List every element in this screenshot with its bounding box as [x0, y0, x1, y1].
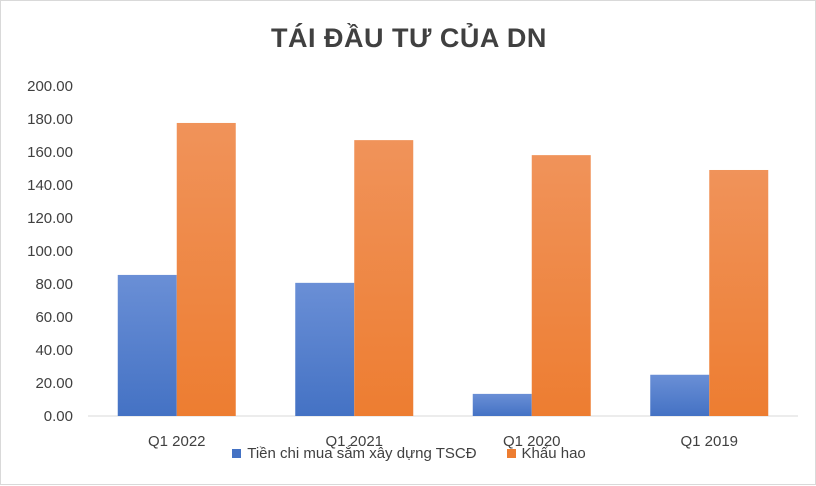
bar-depreciation — [709, 169, 769, 416]
legend: Tiền chi mua sắm xây dựng TSCĐ Khấu hao — [1, 445, 816, 462]
x-tick-label: Q1 2019 — [680, 433, 738, 450]
y-tick-label: 140.00 — [27, 177, 73, 194]
y-tick-label: 20.00 — [35, 375, 73, 392]
y-tick-label: 60.00 — [35, 309, 73, 326]
y-tick-label: 100.00 — [27, 243, 73, 260]
legend-item-depreciation: Khấu hao — [506, 445, 586, 462]
y-tick-label: 180.00 — [27, 111, 73, 128]
x-tick-label: Q1 2022 — [148, 433, 206, 450]
x-tick-label: Q1 2020 — [503, 433, 561, 450]
y-tick-label: 160.00 — [27, 144, 73, 161]
bar-capex — [472, 393, 532, 416]
y-tick-label: 40.00 — [35, 342, 73, 359]
legend-label-capex: Tiền chi mua sắm xây dựng TSCĐ — [247, 445, 477, 462]
bar-depreciation — [176, 122, 236, 417]
y-tick-label: 0.00 — [44, 408, 73, 425]
bar-depreciation — [354, 140, 414, 416]
bar-capex — [295, 282, 355, 416]
legend-label-depreciation: Khấu hao — [521, 445, 586, 462]
chart-title: TÁI ĐẦU TƯ CỦA DN — [271, 23, 547, 53]
bar-capex — [117, 274, 177, 416]
y-tick-label: 120.00 — [27, 210, 73, 227]
legend-swatch-capex — [232, 449, 242, 458]
legend-item-capex: Tiền chi mua sắm xây dựng TSCĐ — [232, 445, 477, 462]
x-tick-label: Q1 2021 — [325, 433, 383, 450]
legend-swatch-depreciation — [506, 449, 516, 458]
y-tick-label: 200.00 — [27, 78, 73, 95]
bar-depreciation — [531, 155, 591, 416]
y-tick-label: 80.00 — [35, 276, 73, 293]
bar-capex — [650, 374, 710, 416]
